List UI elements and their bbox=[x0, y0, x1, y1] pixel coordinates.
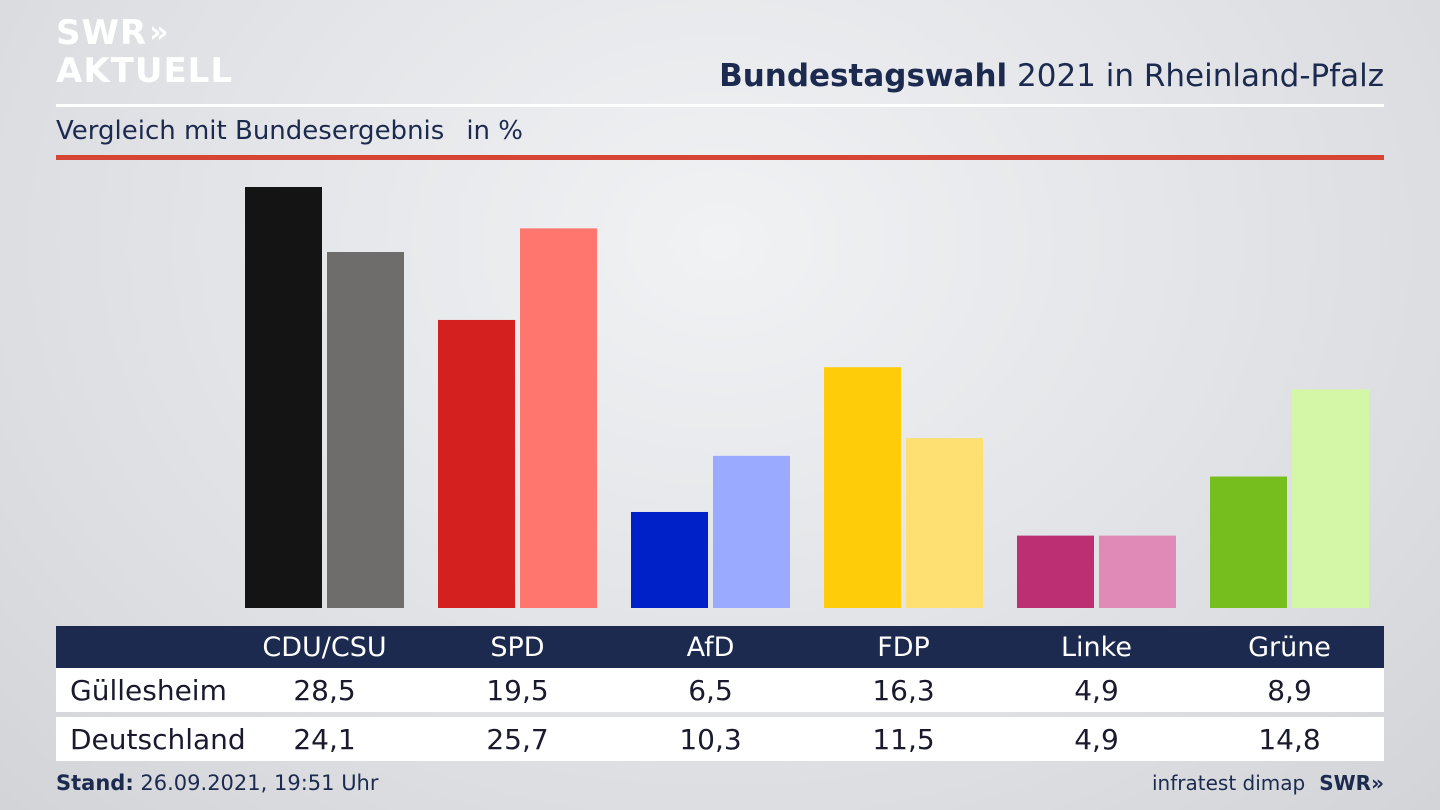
title-rest: 2021 in Rheinland-Pfalz bbox=[1007, 58, 1384, 94]
bar-linke-national bbox=[1099, 535, 1176, 608]
row-label: Deutschland bbox=[70, 722, 246, 756]
swr-aktuell-logo: SWR» AKTUELL bbox=[56, 16, 233, 88]
table-cell: 8,9 bbox=[1267, 673, 1312, 707]
stand-value: 26.09.2021, 19:51 Uhr bbox=[140, 771, 379, 795]
logo-line2: AKTUELL bbox=[56, 51, 234, 91]
table-cell: 19,5 bbox=[486, 673, 549, 707]
column-header: Linke bbox=[1061, 631, 1132, 663]
bar-fdp-national bbox=[906, 438, 983, 608]
timestamp: Stand: 26.09.2021, 19:51 Uhr bbox=[56, 771, 379, 795]
chart-subtitle: Vergleich mit Bundesergebnis in % bbox=[56, 116, 523, 146]
table-cell: 10,3 bbox=[679, 722, 742, 756]
results-table: CDU/CSU SPD AfD FDP Linke Grüne Güllesheim 28… bbox=[56, 626, 1384, 761]
bar-afd-local bbox=[631, 511, 708, 608]
table-cell: 14,8 bbox=[1258, 722, 1321, 756]
bar-gr-ne-national bbox=[1292, 389, 1369, 608]
bar-linke-local bbox=[1017, 535, 1094, 608]
bar-cdu-csu-local bbox=[245, 187, 322, 608]
subtitle-divider bbox=[56, 155, 1384, 160]
table-cell: 24,1 bbox=[293, 722, 356, 756]
column-header: FDP bbox=[877, 631, 930, 663]
table-cell: 11,5 bbox=[872, 722, 935, 756]
subtitle-unit: in % bbox=[466, 116, 523, 146]
subtitle-text: Vergleich mit Bundesergebnis bbox=[56, 116, 445, 146]
table-cell: 6,5 bbox=[688, 673, 733, 707]
row-label: Güllesheim bbox=[70, 673, 227, 707]
page-title: Bundestagswahl 2021 in Rheinland-Pfalz bbox=[719, 58, 1384, 94]
title-bold: Bundestagswahl bbox=[719, 58, 1008, 94]
table-header: CDU/CSU SPD AfD FDP Linke Grüne bbox=[56, 626, 1384, 668]
logo-line1: SWR bbox=[56, 13, 148, 53]
bar-spd-local bbox=[438, 319, 515, 608]
bar-spd-national bbox=[520, 228, 597, 609]
table-cell: 28,5 bbox=[293, 673, 356, 707]
bar-gr-ne-local bbox=[1210, 476, 1287, 608]
bar-cdu-csu-national bbox=[327, 251, 404, 608]
table-cell: 4,9 bbox=[1074, 673, 1119, 707]
column-header: AfD bbox=[686, 631, 735, 663]
table-row: Güllesheim 28,5 19,5 6,5 16,3 4,9 8,9 bbox=[56, 668, 1384, 712]
column-header: Grüne bbox=[1248, 631, 1331, 663]
bar-afd-national bbox=[713, 455, 790, 608]
source-text: infratest dimap bbox=[1152, 771, 1306, 795]
table-cell: 16,3 bbox=[872, 673, 935, 707]
header-divider bbox=[56, 104, 1384, 107]
table-cell: 4,9 bbox=[1074, 722, 1119, 756]
table-cell: 25,7 bbox=[486, 722, 549, 756]
bar-chart bbox=[245, 187, 1369, 609]
source-credit: infratest dimap SWR» bbox=[1152, 771, 1384, 795]
stand-label: Stand: bbox=[56, 771, 134, 795]
table-row: Deutschland 24,1 25,7 10,3 11,5 4,9 14,8 bbox=[56, 717, 1384, 761]
swr-footer-logo: SWR» bbox=[1319, 771, 1384, 795]
column-header: CDU/CSU bbox=[262, 631, 387, 663]
column-header: SPD bbox=[490, 631, 545, 663]
bar-fdp-local bbox=[824, 367, 901, 608]
